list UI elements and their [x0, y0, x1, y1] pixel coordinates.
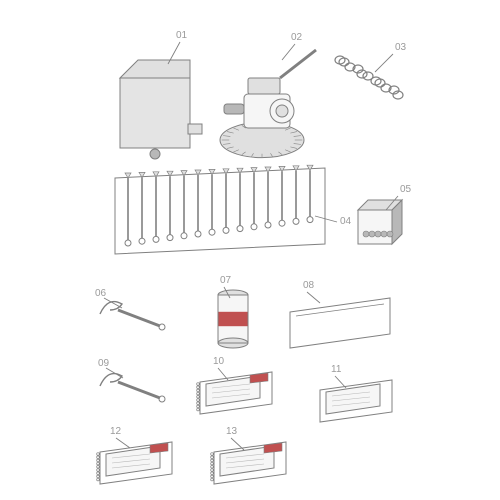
spiral-ring-icon: [211, 459, 214, 462]
part-10-notebook: [197, 372, 272, 414]
spiral-ring-icon: [97, 462, 100, 465]
leader-line: [116, 438, 130, 448]
leader-line: [282, 44, 295, 60]
spiral-ring-icon: [211, 453, 214, 456]
callout-label: 08: [303, 280, 315, 291]
callout-label: 12: [110, 426, 122, 437]
spiral-ring-icon: [211, 472, 214, 475]
leader-line: [231, 438, 244, 450]
spiral-ring-icon: [211, 462, 214, 465]
callout-label: 10: [213, 356, 225, 367]
callout-03: 03: [375, 42, 407, 72]
spiral-ring-icon: [97, 466, 100, 469]
callout-01: 01: [168, 30, 188, 64]
part-08-envelope: [290, 298, 390, 348]
callout-label: 06: [95, 288, 107, 299]
spiral-ring-icon: [197, 383, 200, 386]
part-09-wrench: [100, 374, 165, 402]
spiral-ring-icon: [97, 472, 100, 475]
spiral-ring-icon: [97, 469, 100, 472]
spiral-ring-icon: [97, 459, 100, 462]
leader-line: [307, 292, 320, 303]
leader-line: [106, 368, 123, 378]
part-12-notebook: [97, 442, 172, 484]
leader-line: [375, 54, 393, 72]
callout-label: 05: [400, 184, 412, 195]
spiral-ring-icon: [197, 402, 200, 405]
callout-06: 06: [95, 288, 122, 308]
callout-10: 10: [213, 356, 228, 380]
notebook-tab: [150, 443, 168, 453]
callout-label: 11: [331, 364, 342, 375]
spiral-ring-icon: [197, 399, 200, 402]
part-01-pressure-switch: [120, 60, 202, 159]
spiral-ring-icon: [211, 478, 214, 481]
notebook-tab: [250, 373, 268, 383]
callout-02: 02: [282, 32, 303, 60]
part-13-notebook: [211, 442, 286, 484]
callout-label: 01: [176, 30, 188, 41]
part-05-ball-box: [358, 200, 402, 244]
part-02-pump: [220, 50, 316, 158]
callout-label: 09: [98, 358, 110, 369]
spiral-ring-icon: [97, 478, 100, 481]
parts-layer: [97, 50, 403, 485]
spiral-ring-icon: [197, 408, 200, 411]
spiral-ring-icon: [197, 405, 200, 408]
callout-08: 08: [303, 280, 320, 303]
part-04-wrench-set: [115, 165, 325, 254]
spiral-ring-icon: [97, 475, 100, 478]
spiral-ring-icon: [197, 392, 200, 395]
notebook-tab: [264, 443, 282, 453]
spiral-ring-icon: [197, 386, 200, 389]
leader-line: [218, 368, 228, 380]
leader-line: [335, 376, 346, 388]
callout-label: 07: [220, 275, 232, 286]
callout-label: 04: [340, 216, 352, 227]
spiral-ring-icon: [197, 396, 200, 399]
spiral-ring-icon: [97, 456, 100, 459]
part-11-manual: [320, 380, 392, 422]
spiral-ring-icon: [211, 469, 214, 472]
callout-label: 13: [226, 426, 238, 437]
part-06-hook-wrench: [100, 302, 165, 330]
spiral-ring-icon: [197, 389, 200, 392]
callout-11: 11: [331, 364, 346, 388]
spiral-ring-icon: [211, 456, 214, 459]
part-03-chain: [335, 56, 403, 99]
parts-diagram: 01 02 03 04 05 06 07 08 09 10 11 12 13: [0, 0, 500, 500]
spiral-ring-icon: [211, 466, 214, 469]
callout-label: 02: [291, 32, 303, 43]
spiral-ring-icon: [211, 475, 214, 478]
callout-13: 13: [226, 426, 244, 450]
part-07-can: [218, 290, 248, 348]
spiral-ring-icon: [97, 453, 100, 456]
callout-label: 03: [395, 42, 407, 53]
callout-12: 12: [110, 426, 130, 448]
